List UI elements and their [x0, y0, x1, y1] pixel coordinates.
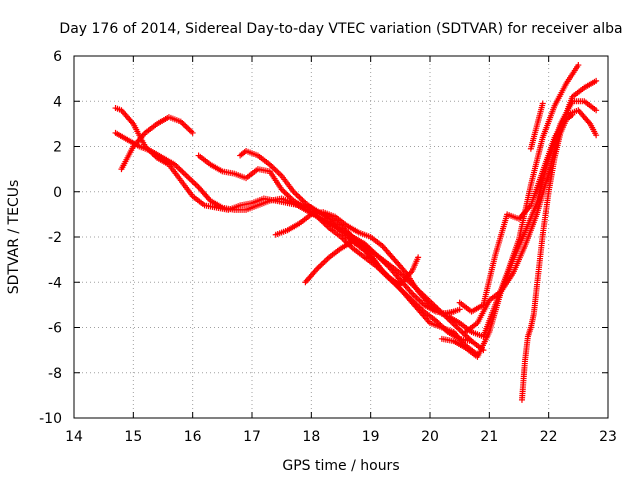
x-tick-label: 17 [243, 429, 261, 445]
data-point [321, 258, 328, 265]
data-point [286, 193, 293, 200]
series-arc-4 [195, 152, 475, 345]
data-point [191, 179, 198, 186]
grid-layer [74, 56, 608, 418]
series-arc-9 [444, 62, 582, 340]
data-point [182, 171, 189, 178]
y-tick-label: -10 [39, 411, 62, 427]
data-point [186, 175, 193, 182]
data-point [539, 100, 546, 107]
x-tick-label: 15 [124, 429, 142, 445]
plot-frame [73, 55, 609, 419]
x-axis-label: GPS time / hours [282, 458, 399, 474]
data-point [188, 128, 195, 135]
data-point [281, 189, 288, 196]
data-point [269, 164, 276, 171]
data-point [450, 308, 457, 315]
y-tick-label: 4 [53, 94, 62, 110]
x-tick-label: 14 [65, 429, 83, 445]
data-point [176, 165, 183, 172]
data-point [318, 261, 325, 268]
series-arc-10 [456, 107, 600, 315]
data-point [456, 326, 463, 333]
y-tick-label: 2 [53, 140, 62, 156]
data-point [292, 190, 299, 197]
data-point [275, 170, 282, 177]
data-point [294, 192, 301, 199]
data-point [177, 167, 184, 174]
data-point [593, 77, 600, 84]
series-arc-3 [112, 129, 463, 317]
data-point [315, 264, 322, 271]
data-point [272, 167, 279, 174]
data-point [323, 257, 330, 264]
data-point [180, 170, 187, 177]
data-point [185, 125, 192, 132]
y-axis-label: SDTVAR / TECUs [6, 180, 22, 295]
data-point [569, 111, 576, 118]
data-point [268, 163, 275, 170]
y-tick-label: -6 [48, 321, 62, 337]
x-tick-label: 19 [362, 429, 380, 445]
data-point [183, 124, 190, 131]
series-arc-12 [518, 111, 576, 403]
x-tick-label: 16 [184, 429, 202, 445]
data-point [593, 107, 600, 114]
data-point [293, 191, 300, 198]
series-arc-6 [272, 209, 457, 317]
data-point [186, 127, 193, 134]
y-tick-label: -8 [48, 366, 62, 382]
y-tick-label: -4 [48, 275, 62, 291]
data-point [185, 174, 192, 181]
x-tick-label: 18 [302, 429, 320, 445]
y-tick-label: 6 [53, 49, 62, 65]
data-point [180, 121, 187, 128]
data-point [283, 190, 290, 197]
data-point [575, 62, 582, 69]
data-point [192, 181, 199, 188]
x-tick-label: 23 [599, 429, 617, 445]
series-arc-13 [527, 100, 546, 152]
data-point [194, 182, 201, 189]
data-point [296, 194, 303, 201]
data-point [179, 168, 186, 175]
data-point [317, 262, 324, 269]
data-point [455, 325, 462, 332]
x-tick-label: 20 [421, 429, 439, 445]
data-point [189, 178, 196, 185]
y-tick-label: 0 [53, 185, 62, 201]
data-point [415, 254, 422, 261]
data-point [183, 172, 190, 179]
data-point [182, 122, 189, 129]
chart-title: Day 176 of 2014, Sidereal Day-to-day VTE… [59, 21, 622, 37]
y-tick-label: -2 [48, 230, 62, 246]
data-point [189, 129, 196, 136]
data-point [339, 235, 346, 242]
x-tick-label: 22 [540, 429, 558, 445]
x-tick-label: 21 [480, 429, 498, 445]
data-point [458, 328, 465, 335]
data-point [324, 255, 331, 262]
data-marks [112, 62, 600, 403]
data-point [277, 171, 284, 178]
series-arc-1 [112, 105, 481, 358]
data-point [274, 168, 281, 175]
data-point [188, 177, 195, 184]
data-point [456, 306, 463, 313]
tick-labels: 14 15 16 17 18 19 20 21 22 23 -10 -8 -6 -4 -2 0 2 4 6 [39, 49, 617, 445]
series-arc-11 [462, 77, 600, 336]
data-point [320, 260, 327, 267]
data-point [593, 132, 600, 139]
series-arc-7 [302, 238, 422, 288]
